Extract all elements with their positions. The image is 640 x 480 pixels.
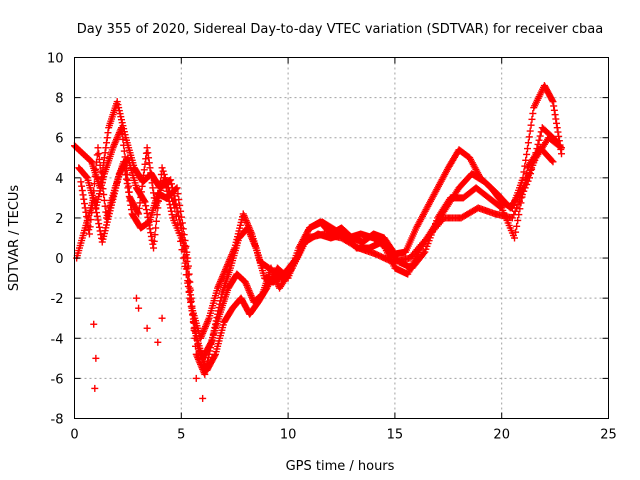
y-tick-label: -6: [51, 372, 64, 387]
data-point-track-a: [552, 116, 559, 123]
data-point-track-a: [551, 107, 558, 114]
data-point-track-d: [144, 210, 151, 217]
data-point-track-b: [144, 149, 151, 156]
data-point-track-a: [528, 116, 535, 123]
data-point-track-a: [524, 145, 531, 152]
data-point-track-c: [95, 150, 102, 157]
data-point-track-a: [526, 133, 533, 140]
x-axis-label: GPS time / hours: [286, 459, 395, 474]
data-point-track-d: [93, 209, 100, 216]
data-point-track-d: [537, 133, 544, 140]
y-tick-label: 0: [55, 252, 63, 267]
data-point-track-b: [168, 208, 175, 215]
data-point-outliers: [193, 375, 200, 382]
data-point-track-d: [150, 245, 157, 252]
data-point-track-b: [144, 144, 151, 151]
data-point-track-a: [104, 134, 111, 141]
data-point-track-a: [552, 111, 559, 118]
y-tick-label: 8: [55, 92, 63, 107]
chart: Day 355 of 2020, Sidereal Day-to-day VTE…: [0, 0, 640, 480]
x-tick-label: 0: [70, 428, 78, 443]
x-tick-label: 15: [387, 428, 404, 443]
y-tick-label: -4: [51, 332, 64, 347]
x-tick-label: 5: [177, 428, 185, 443]
data-point-track-c: [79, 187, 86, 194]
x-tick-label: 20: [493, 428, 510, 443]
data-point-track-c: [77, 178, 84, 185]
data-point-outliers: [199, 395, 206, 402]
data-point-track-d: [94, 213, 101, 220]
data-point-track-c: [80, 196, 87, 203]
y-tick-label: 4: [55, 172, 63, 187]
chart-title: Day 355 of 2020, Sidereal Day-to-day VTE…: [77, 22, 603, 37]
data-point-track-a: [553, 120, 560, 127]
data-point-track-b: [146, 159, 153, 166]
data-point-track-a: [528, 122, 535, 129]
data-point-track-c: [102, 203, 109, 210]
data-point-track-c: [101, 197, 108, 204]
data-point-track-c: [80, 191, 87, 198]
data-point-track-a: [102, 144, 109, 151]
data-point-track-c: [124, 184, 131, 191]
data-point-track-c: [78, 183, 85, 190]
data-point-track-a: [523, 151, 530, 158]
data-point-track-a: [554, 124, 561, 131]
data-point-track-c: [81, 200, 88, 207]
x-tick-label: 25: [600, 428, 617, 443]
y-tick-label: -8: [51, 413, 64, 428]
data-point-track-d: [186, 288, 193, 295]
data-point-track-b: [121, 148, 128, 155]
data-point-track-a: [558, 150, 565, 157]
data-point-track-a: [525, 139, 532, 146]
data-point-outliers: [91, 385, 98, 392]
data-point-outliers: [154, 339, 161, 346]
y-tick-label: 2: [55, 212, 63, 227]
data-point-track-a: [529, 110, 536, 117]
data-point-outliers: [159, 315, 166, 322]
x-tick-label: 10: [280, 428, 297, 443]
data-point-track-a: [527, 128, 534, 135]
data-point-track-c: [94, 144, 101, 151]
data-point-track-a: [550, 102, 557, 109]
y-axis-label: SDTVAR / TECUs: [7, 185, 22, 292]
data-point-track-d: [92, 205, 99, 212]
y-tick-label: -2: [51, 292, 64, 307]
data-point-track-d: [96, 224, 103, 231]
data-point-track-c: [123, 176, 130, 183]
axis-ticks: 0 5 10 15 20 25 -8 -6 -4 -2 0 2 4 6 8 10: [47, 52, 617, 443]
data-point-track-c: [210, 331, 217, 338]
data-point-track-d: [152, 224, 159, 231]
data-point-outliers: [90, 321, 97, 328]
data-point-outliers: [135, 305, 142, 312]
data-point-track-b: [141, 161, 148, 168]
data-point-outliers: [144, 325, 151, 332]
data-point-track-a: [554, 129, 561, 136]
y-tick-label: 6: [55, 132, 63, 147]
data-marks: [71, 82, 565, 402]
data-point-track-d: [95, 220, 102, 227]
data-point-track-c: [513, 223, 520, 230]
data-point-track-c: [86, 230, 93, 237]
data-point-outliers: [133, 295, 140, 302]
data-point-track-a: [104, 129, 111, 136]
data-point-track-a: [102, 149, 109, 156]
y-tick-label: 10: [47, 52, 64, 67]
data-point-track-a: [103, 139, 110, 146]
data-point-track-d: [153, 218, 160, 225]
data-point-track-d: [536, 137, 543, 144]
data-point-track-c: [125, 189, 132, 196]
data-point-track-d: [159, 164, 166, 171]
data-point-outliers: [92, 355, 99, 362]
